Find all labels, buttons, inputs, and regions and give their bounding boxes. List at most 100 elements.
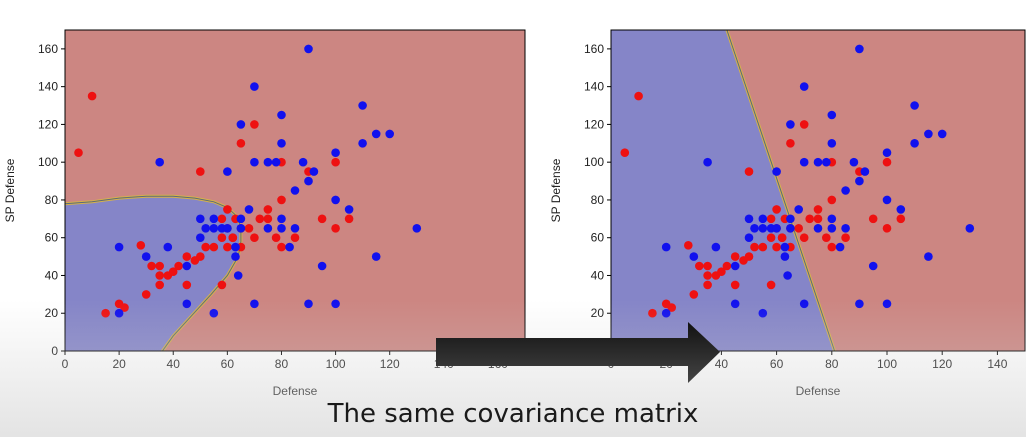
blue-point — [730, 299, 740, 309]
y-tick-label: 60 — [591, 231, 605, 245]
x-tick-label: 80 — [275, 357, 289, 371]
red-point — [217, 233, 227, 242]
red-point — [766, 214, 776, 224]
red-point — [634, 91, 643, 101]
red-point — [223, 242, 232, 252]
blue-point — [744, 214, 754, 224]
red-point — [155, 280, 164, 290]
blue-point — [827, 139, 837, 148]
red-point — [141, 290, 151, 299]
blue-point — [331, 299, 340, 309]
blue-point — [758, 308, 768, 318]
y-tick-label: 60 — [45, 231, 59, 245]
blue-point — [209, 214, 219, 224]
blue-point — [783, 271, 792, 280]
red-point — [74, 148, 83, 157]
blue-point — [371, 129, 381, 139]
red-point — [255, 214, 265, 224]
blue-point — [855, 176, 864, 186]
y-tick-label: 120 — [584, 117, 604, 131]
blue-point — [924, 129, 933, 139]
y-axis-label: SP Defense — [3, 158, 17, 222]
blue-point — [744, 233, 754, 242]
red-point — [684, 241, 693, 250]
blue-point — [271, 157, 281, 167]
blue-point — [263, 157, 273, 167]
red-point — [331, 224, 340, 233]
blue-point — [290, 224, 300, 233]
x-tick-label: 20 — [112, 357, 126, 371]
blue-point — [661, 308, 671, 318]
blue-point — [277, 139, 286, 148]
red-point — [250, 120, 259, 129]
decision-boundary-line — [726, 30, 836, 351]
blue-point — [250, 82, 259, 91]
red-point — [244, 224, 254, 233]
blue-point — [780, 252, 790, 261]
red-point — [868, 214, 878, 224]
red-point — [290, 233, 300, 242]
red-point — [155, 271, 164, 280]
blue-point — [331, 148, 340, 157]
x-tick-label: 60 — [221, 357, 235, 371]
red-point — [777, 233, 787, 242]
red-point — [841, 233, 850, 242]
blue-point — [868, 261, 878, 271]
red-point — [263, 214, 273, 224]
red-point — [648, 308, 657, 318]
red-point — [174, 261, 183, 271]
blue-point — [835, 242, 845, 252]
red-point — [689, 290, 699, 299]
red-point — [182, 280, 192, 290]
blue-point — [910, 139, 919, 148]
blue-point — [689, 252, 699, 261]
blue-point — [882, 195, 892, 205]
blue-point — [855, 299, 864, 309]
blue-point — [201, 224, 210, 233]
blue-point — [780, 242, 790, 252]
y-tick-label: 80 — [45, 193, 59, 207]
blue-point — [233, 271, 243, 280]
x-tick-label: 0 — [62, 357, 69, 371]
blue-point — [231, 242, 240, 252]
blue-point — [163, 242, 173, 252]
red-point — [813, 214, 823, 224]
blue-point — [371, 252, 381, 261]
blue-point — [141, 252, 151, 261]
blue-point — [114, 242, 124, 252]
blue-point — [661, 242, 671, 252]
y-tick-label: 160 — [584, 42, 604, 56]
blue-point — [196, 214, 205, 224]
blue-point — [703, 157, 712, 167]
blue-point — [841, 186, 850, 195]
red-point — [147, 261, 156, 271]
red-point — [703, 280, 712, 290]
blue-point — [277, 224, 286, 233]
red-point — [217, 214, 227, 224]
red-point — [101, 308, 110, 318]
red-point — [87, 91, 97, 101]
x-tick-label: 40 — [715, 357, 729, 371]
blue-point — [849, 157, 859, 167]
blue-point — [304, 176, 313, 186]
red-point — [722, 261, 732, 271]
y-tick-label: 20 — [45, 306, 59, 320]
red-point — [182, 252, 192, 261]
red-point — [155, 261, 164, 271]
red-point — [217, 280, 227, 290]
red-point — [344, 214, 354, 224]
blue-point — [799, 157, 809, 167]
red-point — [786, 139, 795, 148]
x-tick-label: 100 — [326, 357, 346, 371]
red-point — [896, 214, 906, 224]
red-point — [620, 148, 630, 157]
blue-point — [223, 167, 232, 176]
blue-point — [786, 224, 795, 233]
red-point — [703, 271, 712, 280]
x-tick-label: 140 — [987, 357, 1007, 371]
red-point — [317, 214, 327, 224]
blue-point — [285, 242, 294, 252]
blue-point — [223, 224, 232, 233]
red-point — [236, 139, 246, 148]
red-point — [331, 157, 340, 167]
